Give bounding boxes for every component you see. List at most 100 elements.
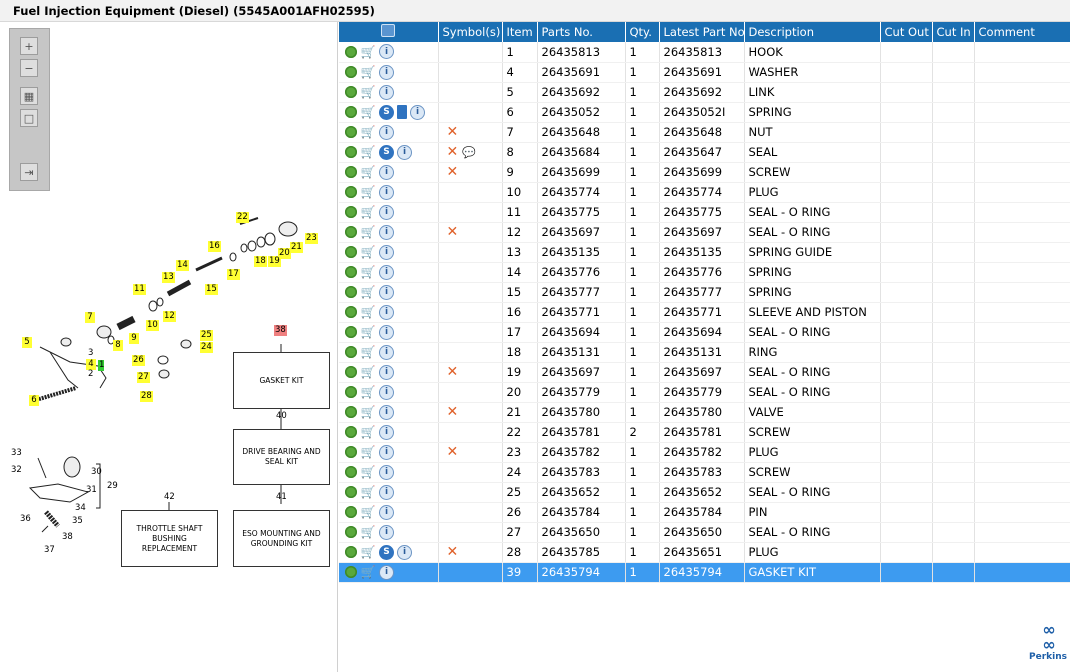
gear-icon[interactable] xyxy=(345,246,357,258)
callout-25[interactable]: 25 xyxy=(200,330,213,341)
cart-icon[interactable]: 🛒 xyxy=(360,485,376,499)
cart-icon[interactable]: 🛒 xyxy=(360,65,376,79)
table-row[interactable]: 🛒 i 13 26435135 1 26435135 SPRING GUIDE xyxy=(339,242,1070,263)
cart-icon[interactable]: 🛒 xyxy=(360,425,376,439)
callout-2[interactable]: 2 xyxy=(88,369,94,379)
cart-icon[interactable]: 🛒 xyxy=(360,505,376,519)
table-row[interactable]: 🛒 i 1 26435813 1 26435813 HOOK xyxy=(339,42,1070,63)
callout-21[interactable]: 21 xyxy=(290,242,303,253)
callout-38[interactable]: 38 xyxy=(274,325,287,336)
info-icon[interactable]: i xyxy=(379,84,394,100)
cart-icon[interactable]: 🛒 xyxy=(360,345,376,359)
info-icon[interactable]: i xyxy=(379,124,394,140)
info-icon[interactable]: i xyxy=(379,504,394,520)
column-header-cut-out[interactable]: Cut Out xyxy=(880,22,933,42)
supersession-icon[interactable]: S xyxy=(379,544,394,560)
info-icon[interactable]: i xyxy=(379,204,394,220)
info-icon[interactable]: i xyxy=(397,144,412,160)
callout-28[interactable]: 28 xyxy=(140,391,153,402)
cart-icon[interactable]: 🛒 xyxy=(360,405,376,419)
info-icon[interactable]: i xyxy=(410,104,425,120)
cart-icon[interactable]: 🛒 xyxy=(360,145,376,159)
gear-icon[interactable] xyxy=(345,526,357,538)
gear-icon[interactable] xyxy=(345,506,357,518)
callout-29[interactable]: 29 xyxy=(107,481,118,491)
callout-22[interactable]: 22 xyxy=(236,212,249,223)
table-row[interactable]: 🛒 i ✕ 7 26435648 1 26435648 NUT xyxy=(339,122,1070,143)
gear-icon[interactable] xyxy=(345,466,357,478)
column-header-parts-no[interactable]: Parts No. xyxy=(537,22,626,42)
gear-icon[interactable] xyxy=(345,486,357,498)
callout-16[interactable]: 16 xyxy=(208,241,221,252)
cart-icon[interactable]: 🛒 xyxy=(360,465,376,479)
fit-window-icon[interactable]: □ xyxy=(20,109,38,127)
callout-18[interactable]: 18 xyxy=(254,256,267,267)
gear-icon[interactable] xyxy=(345,86,357,98)
callout-40[interactable]: 40 xyxy=(276,411,287,421)
info-icon[interactable]: i xyxy=(379,424,394,440)
gear-icon[interactable] xyxy=(345,286,357,298)
info-icon[interactable]: i xyxy=(379,404,394,420)
callout-30[interactable]: 30 xyxy=(91,467,102,477)
callout-10[interactable]: 10 xyxy=(146,320,159,331)
cart-icon[interactable]: 🛒 xyxy=(360,305,376,319)
gear-icon[interactable] xyxy=(345,406,357,418)
zoom-out-icon[interactable]: − xyxy=(20,59,38,77)
cart-icon[interactable]: 🛒 xyxy=(360,105,376,119)
supersession-icon[interactable]: S xyxy=(379,144,394,160)
callout-20[interactable]: 20 xyxy=(278,248,291,259)
info-icon[interactable]: i xyxy=(379,364,394,380)
gear-icon[interactable] xyxy=(345,386,357,398)
table-row[interactable]: 🛒 i ✕ 21 26435780 1 26435780 VALVE xyxy=(339,402,1070,423)
info-icon[interactable]: i xyxy=(379,484,394,500)
gear-icon[interactable] xyxy=(345,146,357,158)
callout-24[interactable]: 24 xyxy=(200,342,213,353)
callout-1[interactable]: 1 xyxy=(98,360,105,371)
gear-icon[interactable] xyxy=(345,426,357,438)
cart-icon[interactable]: 🛒 xyxy=(360,245,376,259)
callout-36[interactable]: 36 xyxy=(20,514,31,524)
callout-27[interactable]: 27 xyxy=(137,372,150,383)
gear-icon[interactable] xyxy=(345,566,357,578)
magnifier-icon[interactable] xyxy=(381,24,396,37)
table-row[interactable]: 🛒 i 22 26435781 2 26435781 SCREW xyxy=(339,422,1070,443)
table-row[interactable]: 🛒 i 10 26435774 1 26435774 PLUG xyxy=(339,182,1070,203)
gear-icon[interactable] xyxy=(345,326,357,338)
info-icon[interactable]: i xyxy=(379,304,394,320)
callout-34[interactable]: 34 xyxy=(75,503,86,513)
callout-6[interactable]: 6 xyxy=(29,395,39,406)
table-row[interactable]: 🛒 i 24 26435783 1 26435783 SCREW xyxy=(339,462,1070,483)
info-icon[interactable]: i xyxy=(379,284,394,300)
gear-icon[interactable] xyxy=(345,546,357,558)
cart-icon[interactable]: 🛒 xyxy=(360,225,376,239)
callout-9[interactable]: 9 xyxy=(129,333,139,344)
gasket-kit-box[interactable]: GASKET KIT xyxy=(233,352,330,409)
callout-33[interactable]: 33 xyxy=(11,448,22,458)
table-row[interactable]: 🛒 i 26 26435784 1 26435784 PIN xyxy=(339,502,1070,523)
zoom-in-icon[interactable]: + xyxy=(20,37,38,55)
book-icon[interactable] xyxy=(397,105,407,119)
gear-icon[interactable] xyxy=(345,226,357,238)
callout-19[interactable]: 19 xyxy=(268,256,281,267)
callout-8[interactable]: 8 xyxy=(113,340,123,351)
table-row[interactable]: 🛒 i 27 26435650 1 26435650 SEAL - O RING xyxy=(339,522,1070,543)
info-icon[interactable]: i xyxy=(379,384,394,400)
info-icon[interactable]: i xyxy=(397,544,412,560)
info-icon[interactable]: i xyxy=(379,164,394,180)
gear-icon[interactable] xyxy=(345,106,357,118)
gear-icon[interactable] xyxy=(345,206,357,218)
table-row[interactable]: 🛒 i ✕ 23 26435782 1 26435782 PLUG xyxy=(339,442,1070,463)
callout-14[interactable]: 14 xyxy=(176,260,189,271)
cart-icon[interactable]: 🛒 xyxy=(360,265,376,279)
info-icon[interactable]: i xyxy=(379,324,394,340)
gear-icon[interactable] xyxy=(345,366,357,378)
callout-26[interactable]: 26 xyxy=(132,355,145,366)
info-icon[interactable]: i xyxy=(379,264,394,280)
cart-icon[interactable]: 🛒 xyxy=(360,545,376,559)
callout-11[interactable]: 11 xyxy=(133,284,146,295)
callout-7[interactable]: 7 xyxy=(85,312,95,323)
column-header-latest[interactable]: Latest Part No. xyxy=(659,22,745,42)
gear-icon[interactable] xyxy=(345,306,357,318)
